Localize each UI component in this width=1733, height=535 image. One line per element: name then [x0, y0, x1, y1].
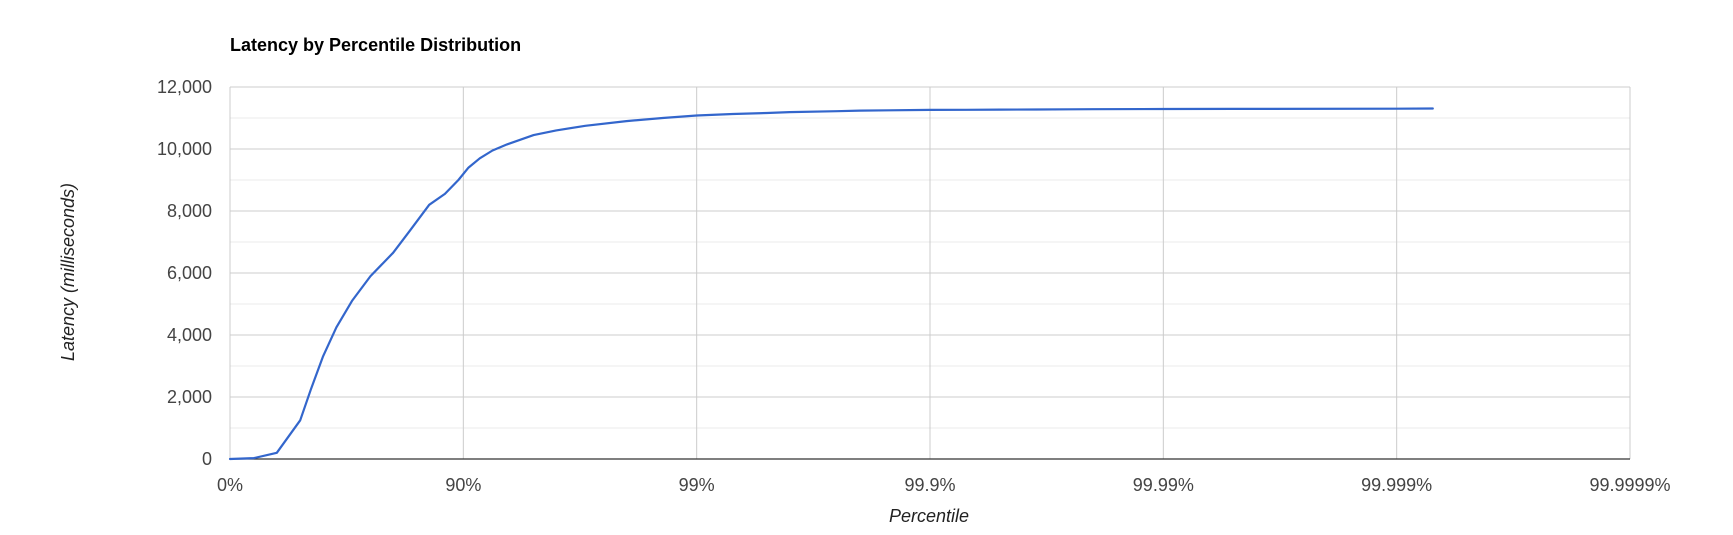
y-tick-label: 10,000 [157, 139, 212, 159]
grid-lines [229, 86, 1631, 460]
x-tick-label: 99.9% [904, 475, 955, 495]
x-tick-label: 90% [445, 475, 481, 495]
y-axis-label: Latency (milliseconds) [58, 183, 78, 361]
y-tick-label: 0 [202, 449, 212, 469]
x-axis-label: Percentile [889, 506, 969, 526]
y-tick-label: 4,000 [167, 325, 212, 345]
x-tick-label: 99.999% [1361, 475, 1432, 495]
chart-title: Latency by Percentile Distribution [230, 35, 521, 55]
y-tick-label: 8,000 [167, 201, 212, 221]
x-axis-ticks: 0% 90% 99% 99.9% 99.99% 99.999% 99.9999% [217, 475, 1671, 495]
y-tick-label: 12,000 [157, 77, 212, 97]
series-line [228, 107, 1434, 461]
x-tick-label: 99.99% [1133, 475, 1194, 495]
y-axis-ticks: 0 2,000 4,000 6,000 8,000 10,000 12,000 [157, 77, 212, 469]
x-tick-label: 99.9999% [1589, 475, 1670, 495]
x-tick-label: 99% [679, 475, 715, 495]
x-tick-label: 0% [217, 475, 243, 495]
y-tick-label: 6,000 [167, 263, 212, 283]
series-layer [228, 107, 1434, 461]
y-tick-label: 2,000 [167, 387, 212, 407]
